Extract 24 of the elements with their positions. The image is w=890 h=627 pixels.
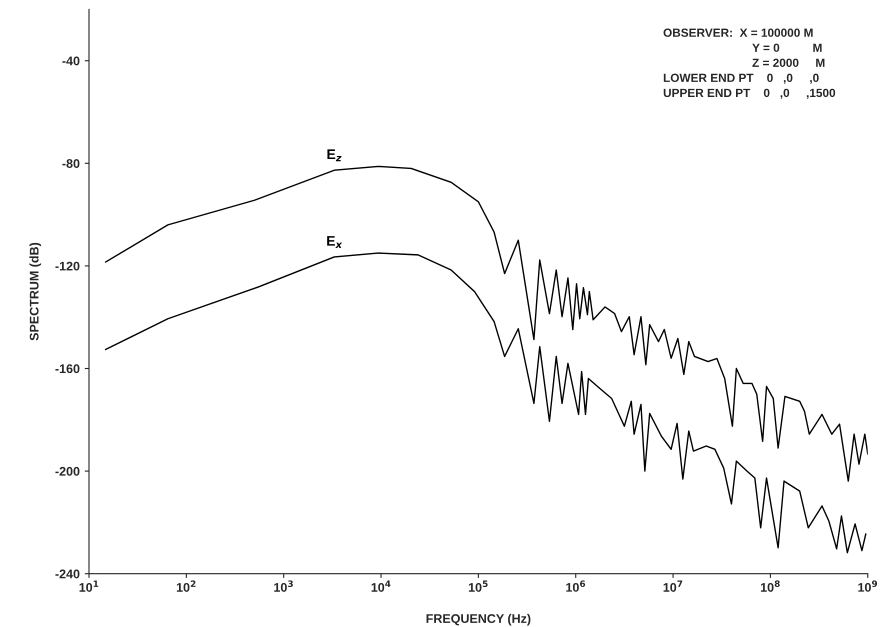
x-tick-label: 10$^{5}$ — [468, 580, 488, 592]
y-tick-label: -200 — [55, 466, 80, 476]
x-tick-label: 10$^{2}$ — [176, 580, 196, 592]
annotation: Z = 2000 M — [752, 58, 824, 67]
annotation: Y = 0 M — [752, 44, 822, 52]
annotation: UPPER END PT 0 ,0 ,1500 — [664, 88, 836, 99]
x-tick-label: 10$^{9}$ — [858, 580, 878, 592]
annotation: LOWER END PT 0 ,0 ,0 — [664, 74, 819, 84]
y-tick-label: -240 — [55, 570, 80, 578]
x-tick-label: 10$^{3}$ — [274, 580, 293, 592]
y-tick-label: -120 — [55, 262, 80, 271]
y-axis-title: SPECTRUM (dB) — [29, 242, 42, 340]
x-tick-label: 10$^{1}$ — [80, 580, 98, 592]
y-tick-label: -80 — [62, 159, 80, 168]
series-label: E$_{z}$ — [327, 149, 342, 162]
x-tick-label: 10$^{7}$ — [664, 580, 682, 592]
y-tick-label: -160 — [55, 364, 80, 374]
annotation: OBSERVER: X = 100000 M — [664, 28, 813, 37]
y-tick-label: -40 — [62, 56, 80, 66]
x-axis-title: FREQUENCY (Hz) — [426, 614, 530, 626]
x-tick-label: 10$^{4}$ — [372, 580, 390, 592]
x-tick-label: 10$^{8}$ — [760, 580, 780, 592]
series-label: E$_{x}$ — [327, 236, 342, 248]
x-tick-label: 10$^{6}$ — [566, 580, 586, 592]
